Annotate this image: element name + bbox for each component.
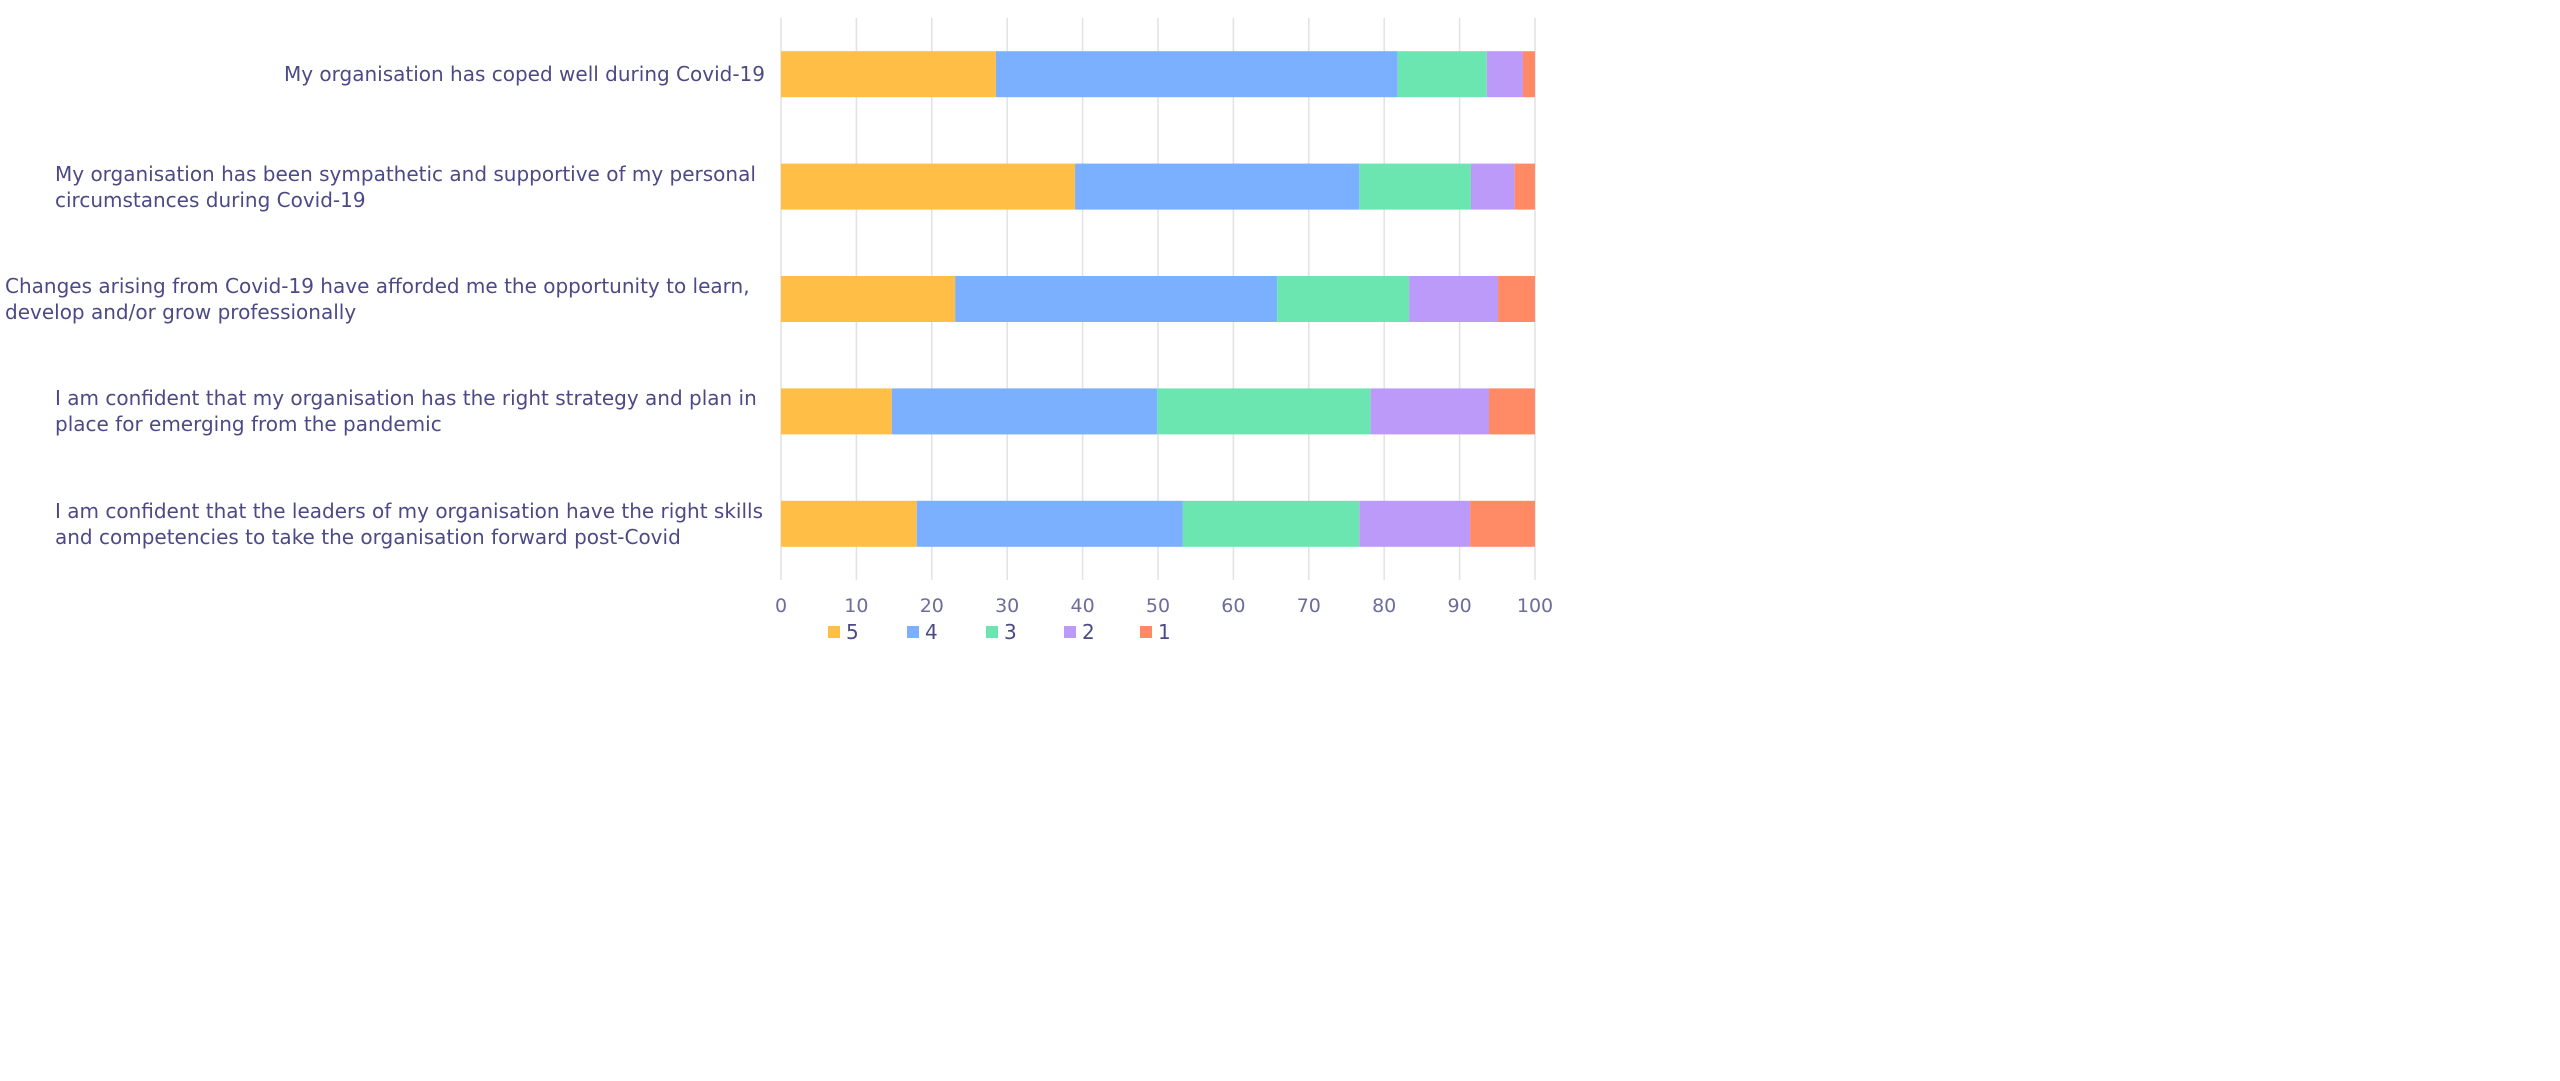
category-label: I am confident that the leaders of my or… [55, 498, 763, 549]
x-tick-label: 10 [844, 595, 868, 617]
legend-swatch-4 [907, 626, 919, 638]
bar-segment-4 [955, 276, 1278, 322]
legend-label: 5 [846, 620, 859, 644]
bar-segment-3 [1157, 388, 1371, 435]
legend-swatch-3 [986, 626, 998, 638]
legend-swatch-1 [1140, 626, 1152, 638]
legend-swatch-2 [1064, 626, 1076, 638]
bar-segment-2 [1409, 276, 1499, 322]
bar-segment-1 [1522, 51, 1535, 98]
bar-segment-1 [1514, 163, 1535, 210]
bar-segment-3 [1359, 163, 1471, 210]
x-tick-label: 0 [775, 595, 787, 617]
category-label: My organisation has coped well during Co… [283, 62, 765, 87]
bar-segment-3 [1277, 276, 1410, 322]
legend-label: 1 [1158, 620, 1171, 644]
bar-segment-4 [891, 388, 1158, 435]
bar-segment-2 [1370, 388, 1490, 435]
bar-segment-3 [1397, 51, 1487, 98]
bar-segment-5 [781, 163, 1076, 210]
bar-segment-4 [1075, 163, 1360, 210]
bar-segment-5 [781, 51, 996, 98]
x-tick-label: 40 [1071, 595, 1095, 617]
category-label: My organisation has been sympathetic and… [55, 161, 756, 212]
bar-segment-4 [995, 51, 1398, 98]
legend-label: 4 [925, 620, 938, 644]
x-tick-label: 20 [920, 595, 944, 617]
category-label: Changes arising from Covid-19 have affor… [5, 274, 750, 324]
bar-segment-2 [1359, 500, 1471, 547]
legend-label: 3 [1004, 620, 1017, 644]
bar-segment-1 [1498, 276, 1535, 322]
x-tick-label: 90 [1448, 595, 1472, 617]
x-tick-label: 80 [1372, 595, 1396, 617]
bar-segment-5 [781, 500, 917, 547]
legend-swatch-5 [828, 626, 840, 638]
x-tick-label: 50 [1146, 595, 1170, 617]
bar-segment-5 [781, 276, 956, 322]
bar-segment-4 [916, 500, 1183, 547]
x-tick-label: 70 [1297, 595, 1321, 617]
x-tick-label: 60 [1221, 595, 1245, 617]
bar-segment-1 [1470, 500, 1535, 547]
legend-label: 2 [1082, 620, 1095, 644]
bar-segment-2 [1486, 51, 1523, 98]
x-tick-label: 100 [1517, 595, 1553, 617]
bar-segment-1 [1489, 388, 1535, 435]
x-tick-label: 30 [995, 595, 1019, 617]
bar-segment-5 [781, 388, 892, 435]
bar-segment-2 [1470, 163, 1515, 210]
bar-segment-3 [1182, 500, 1360, 547]
category-label: I am confident that my organisation has … [55, 386, 757, 437]
